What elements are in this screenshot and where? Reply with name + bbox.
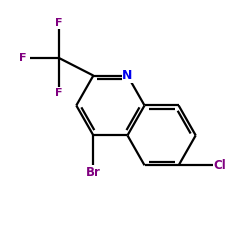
Text: Cl: Cl [213, 159, 226, 172]
Text: F: F [55, 18, 63, 28]
Text: Br: Br [86, 166, 101, 179]
Text: F: F [19, 53, 26, 63]
Text: F: F [55, 88, 63, 98]
Text: N: N [122, 69, 133, 82]
